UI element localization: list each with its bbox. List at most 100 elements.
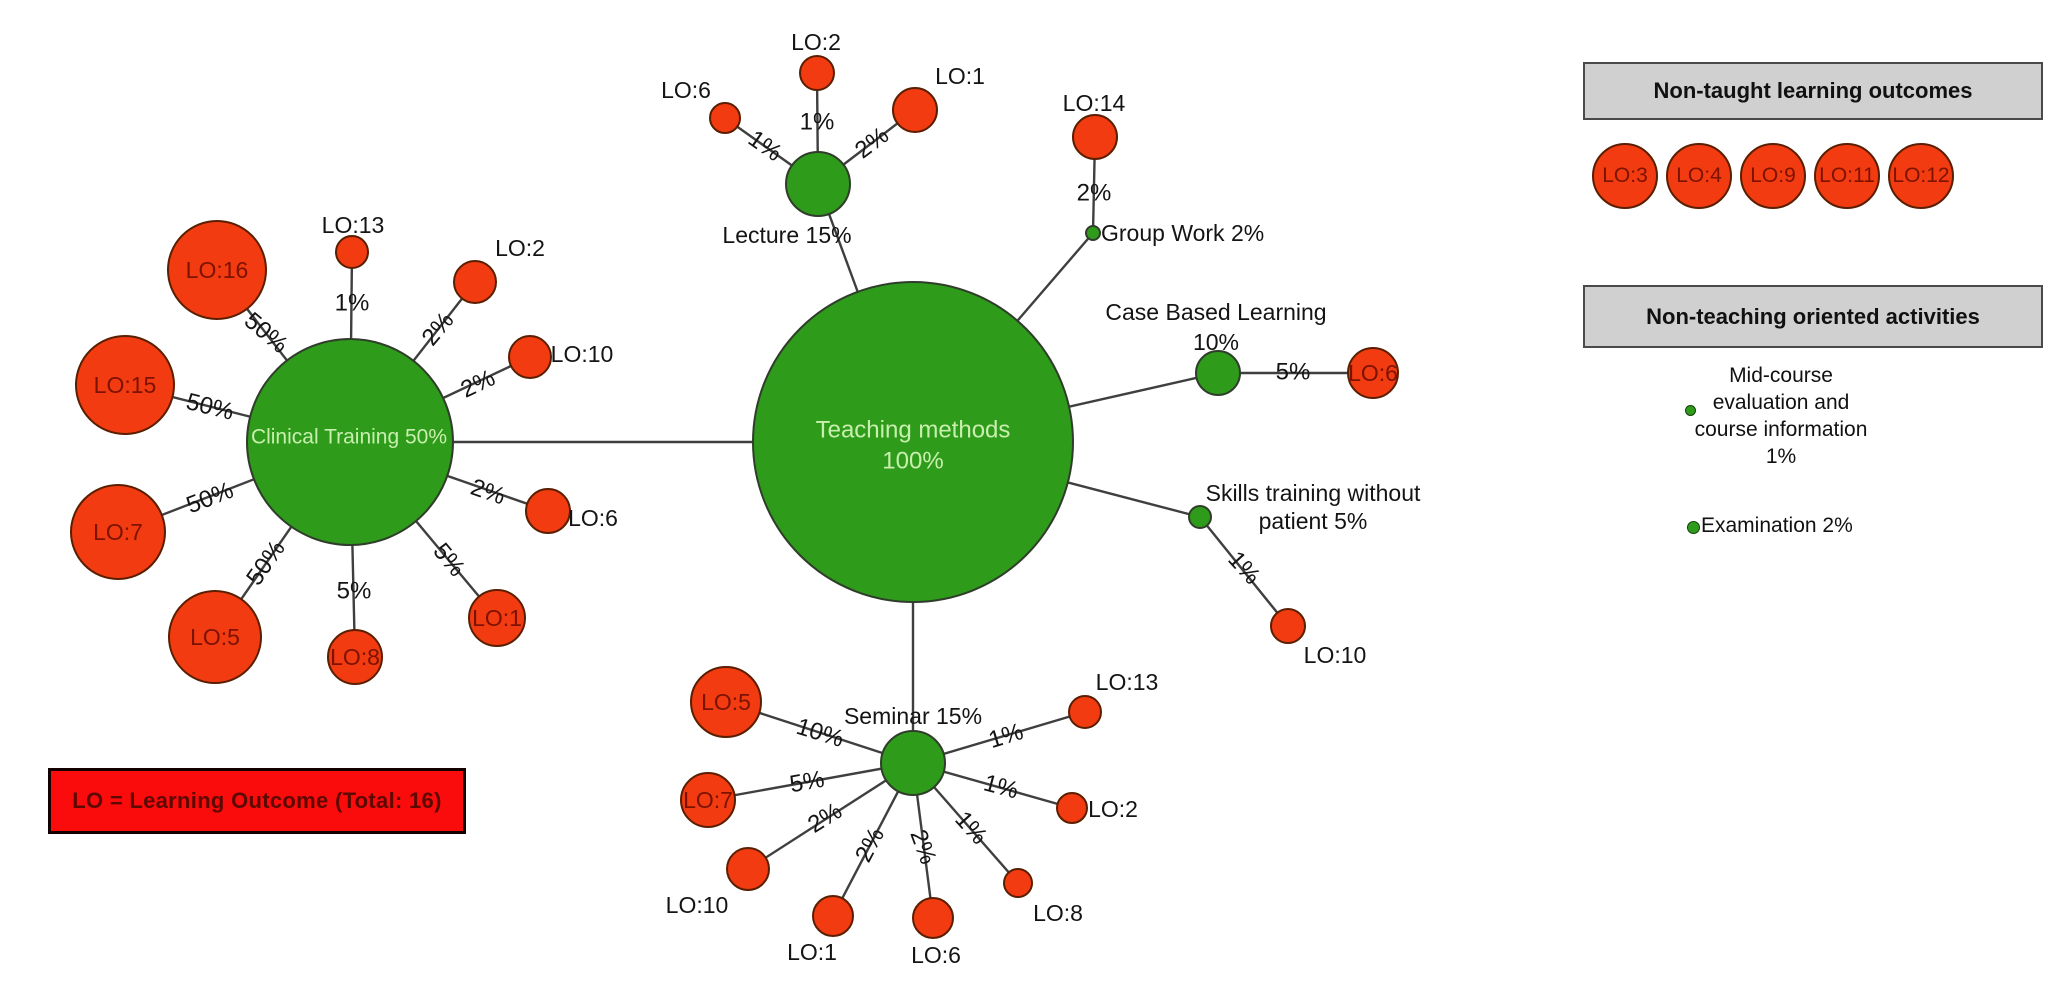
midcourse-line: Mid-course [1729, 364, 1833, 387]
node-c16 [167, 220, 267, 320]
pct-seminar-s6: 2% [904, 826, 941, 868]
pct-seminar-s1: 2% [850, 823, 890, 866]
node-clinical [246, 338, 454, 546]
label-s7: LO:7 [683, 787, 733, 813]
node-s2 [1056, 792, 1088, 824]
label-c15: LO:15 [94, 372, 157, 398]
lecture-label: Lecture 15% [722, 222, 851, 248]
label-l6: LO:6 [661, 77, 711, 103]
groupwork-label: Group Work 2% [1101, 220, 1264, 246]
midcourse-line: evaluation and [1712, 391, 1850, 414]
pct-clinical-c6: 2% [467, 474, 509, 511]
pct-cbl-cb6: 5% [1276, 359, 1311, 386]
examination-dot-icon [1687, 521, 1700, 534]
node-s1 [812, 895, 854, 937]
node-cb6 [1347, 347, 1399, 399]
cbl-label-line1: Case Based Learning [1105, 299, 1326, 325]
non-taught-lo-circle: LO:4 [1666, 143, 1732, 209]
label-s1: LO:1 [787, 939, 837, 965]
non-taught-lo-circle: LO:12 [1888, 143, 1954, 209]
pct-clinical-c16: 50% [239, 307, 293, 359]
pct-seminar-s13: 1% [985, 718, 1026, 754]
node-c2 [453, 260, 497, 304]
label-s8: LO:8 [1033, 900, 1083, 926]
label-s2: LO:2 [1088, 796, 1138, 822]
cbl-label-line2: 10% [1193, 329, 1239, 355]
non-taught-lo-label: LO:4 [1676, 164, 1722, 187]
label-l2: LO:2 [791, 29, 841, 55]
node-l2 [799, 55, 835, 91]
midcourse-activity-label: Mid-course evaluation and course informa… [1654, 362, 1908, 470]
label-s13: LO:13 [1096, 669, 1159, 695]
node-s7 [680, 772, 736, 828]
clinical-label: Clinical Training 50% [251, 426, 447, 449]
node-skills [1188, 505, 1212, 529]
node-c5 [168, 590, 262, 684]
label-c1: LO:1 [472, 605, 522, 631]
pct-lecture-l6: 1% [743, 125, 787, 167]
node-c8 [327, 629, 383, 685]
node-s5 [690, 666, 762, 738]
label-s5: LO:5 [701, 689, 751, 715]
non-taught-lo-label: LO:3 [1602, 164, 1648, 187]
node-c1 [468, 589, 526, 647]
pct-clinical-c1: 5% [428, 538, 471, 582]
label-c6: LO:6 [568, 505, 618, 531]
pct-lecture-l2: 1% [800, 109, 835, 136]
label-c10: LO:10 [551, 341, 614, 367]
non-taught-outcomes-header: Non-taught learning outcomes [1583, 62, 2043, 120]
edge-seminar-s7 [707, 761, 914, 802]
non-taught-lo-label: LO:9 [1750, 164, 1796, 187]
node-s10 [726, 847, 770, 891]
label-cb6: LO:6 [1348, 360, 1398, 386]
non-taught-lo-label: LO:11 [1819, 164, 1875, 187]
node-sk10 [1270, 608, 1306, 644]
label-s10: LO:10 [666, 892, 729, 918]
pct-lecture-l1: 2% [850, 122, 894, 164]
pct-clinical-c15: 50% [183, 388, 236, 426]
pct-seminar-s7: 5% [788, 766, 827, 799]
label-gw14: LO:14 [1063, 90, 1126, 116]
legend-text: LO = Learning Outcome (Total: 16) [72, 788, 442, 813]
label-s6: LO:6 [911, 942, 961, 968]
label-c5: LO:5 [190, 624, 240, 650]
legend-box: LO = Learning Outcome (Total: 16) [48, 768, 466, 834]
pct-clinical-c7: 50% [183, 477, 238, 519]
node-gw14 [1072, 114, 1118, 160]
node-c6 [525, 488, 571, 534]
midcourse-dot-icon [1685, 405, 1696, 416]
pct-clinical-c2: 2% [417, 307, 460, 351]
label-sk10: LO:10 [1304, 642, 1367, 668]
node-l6 [709, 102, 741, 134]
midcourse-line: 1% [1765, 445, 1797, 468]
node-c13 [335, 235, 369, 269]
node-groupwork [1085, 225, 1101, 241]
non-taught-lo-circle: LO:9 [1740, 143, 1806, 209]
non-taught-outcomes-row: LO:3 LO:4 LO:9 LO:11 LO:12 [1592, 143, 1954, 209]
examination-activity-label: Examination 2% [1701, 514, 1853, 537]
pct-seminar-s10: 2% [803, 797, 847, 838]
label-c7: LO:7 [93, 519, 143, 545]
skills-label-line1: Skills training without [1206, 480, 1421, 506]
non-taught-lo-circle: LO:3 [1592, 143, 1658, 209]
node-s8 [1003, 868, 1033, 898]
pct-clinical-c8: 5% [337, 578, 372, 605]
pct-clinical-c5: 50% [241, 536, 291, 591]
seminar-label: Seminar 15% [844, 703, 982, 729]
node-s13 [1068, 695, 1102, 729]
midcourse-line: course information [1694, 418, 1868, 441]
node-s6 [912, 897, 954, 939]
pct-clinical-c13: 1% [335, 290, 370, 317]
label-c8: LO:8 [330, 644, 380, 670]
node-cbl [1195, 350, 1241, 396]
non-taught-lo-label: LO:12 [1892, 164, 1950, 187]
node-c7 [70, 484, 166, 580]
edge-skills-sk10 [1199, 516, 1289, 627]
label-c2: LO:2 [495, 235, 545, 261]
non-taught-lo-circle: LO:11 [1814, 143, 1880, 209]
label-c16: LO:16 [186, 257, 249, 283]
node-c10 [508, 335, 552, 379]
node-lecture [785, 151, 851, 217]
